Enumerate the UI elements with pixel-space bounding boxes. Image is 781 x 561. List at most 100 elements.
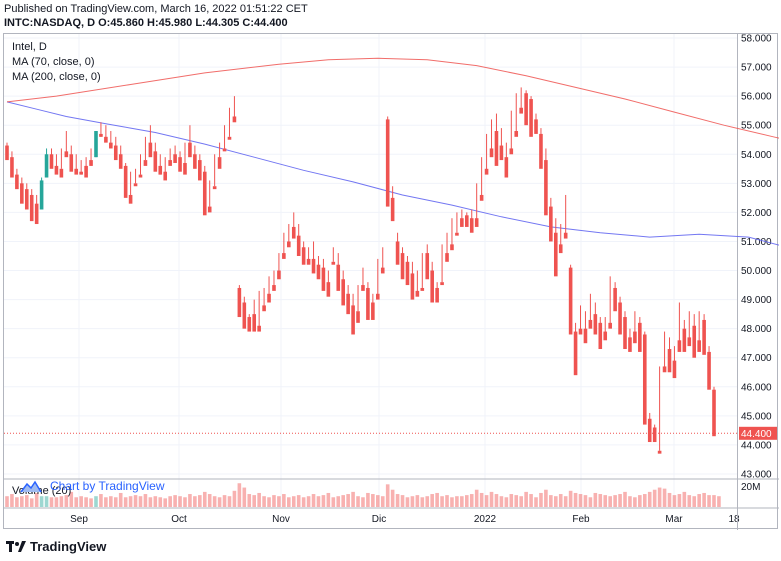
volume-bar (558, 494, 563, 507)
volume-bar (707, 495, 711, 507)
candle-body (440, 282, 444, 286)
candle-body (376, 293, 380, 300)
published-header: Published on TradingView.com, March 16, … (4, 3, 308, 15)
candle-body (380, 267, 385, 274)
candle-body (539, 133, 543, 169)
volume-bar (539, 492, 543, 507)
candle-body (34, 203, 39, 225)
volume-bar (652, 489, 657, 507)
candle-body (445, 253, 449, 262)
volume-bar (356, 496, 360, 507)
chart-frame[interactable]: 58.000 57.000 56.000 55.000 54.000 53.000 52.0… (3, 33, 779, 530)
volume-bar (15, 497, 19, 507)
volume-bar (316, 496, 321, 507)
candle-body (578, 328, 583, 335)
volume-bar (326, 492, 331, 507)
volume-bar (464, 495, 469, 507)
volume-bar (642, 494, 647, 507)
y-tick-label: 48.000 (741, 324, 772, 335)
candle-body (277, 270, 281, 280)
volume-bar (20, 496, 24, 507)
volume-bar (64, 495, 69, 507)
x-tick-label: Nov (272, 514, 290, 525)
volume-bar (247, 494, 252, 507)
candle-body (69, 154, 74, 172)
candle-body (519, 107, 523, 114)
candle-body (316, 264, 321, 280)
candle-body (549, 206, 553, 242)
volume-bar (400, 495, 405, 507)
x-tick-label: Mar (665, 514, 683, 525)
volume-bar (153, 496, 158, 507)
x-tick-label: 2022 (474, 514, 497, 525)
candle-body (99, 133, 103, 137)
candle-body (15, 174, 19, 190)
symbol-legend[interactable]: Intel, D (12, 41, 47, 53)
y-tick-label: 44.000 (741, 440, 772, 451)
candle-body (336, 264, 341, 291)
y-tick-label: 54.000 (741, 150, 772, 161)
candle-body (306, 258, 311, 265)
volume-bar (188, 494, 192, 507)
candle-body (326, 282, 331, 297)
candle-body (390, 197, 395, 222)
candle-body (222, 148, 227, 152)
volume-bar (573, 492, 578, 507)
volume-bar (202, 491, 207, 507)
candle-body (39, 180, 44, 210)
y-tick-label: 43.000 (741, 470, 772, 481)
candle-body (104, 136, 108, 143)
candle-body (24, 189, 29, 210)
tv-logo-icon (6, 540, 26, 552)
volume-bar (49, 497, 54, 507)
volume-bar (123, 497, 128, 507)
price-chart[interactable]: 58.000 57.000 56.000 55.000 54.000 53.000 52.0… (4, 34, 779, 530)
candle-body (544, 160, 548, 216)
volume-bar (5, 496, 9, 507)
candle-body (29, 194, 34, 222)
candle-body (504, 157, 509, 178)
ohlc-header: INTC:NASDAQ, D O:45.860 H:45.980 L:44.30… (4, 17, 288, 29)
candle-body (450, 244, 454, 251)
candle-body (677, 340, 682, 352)
x-tick-label: Sep (70, 514, 88, 525)
candle-body (133, 183, 138, 187)
y-tick-label: 57.000 (741, 63, 772, 74)
candle-body (687, 337, 692, 347)
volume-bar (193, 496, 197, 507)
candle-body (217, 157, 222, 169)
volume-bar (682, 491, 687, 507)
volume-bar (257, 492, 261, 507)
volume-bar (509, 494, 514, 507)
volume-bar (94, 496, 98, 507)
volume-bar (395, 494, 400, 507)
candle-body (321, 267, 326, 291)
ma200-legend[interactable]: MA (200, close, 0) (12, 71, 101, 83)
volume-bar (613, 495, 617, 507)
volume-bar (489, 491, 494, 507)
candle-body (291, 226, 296, 239)
volume-bar (346, 494, 350, 507)
candle-body (163, 171, 168, 181)
volume-bar (39, 496, 44, 507)
volume-bar (267, 497, 271, 507)
candle-body (415, 290, 420, 297)
candle-body (178, 157, 182, 172)
candle-body (341, 279, 345, 306)
candle-body (371, 302, 375, 320)
candle-body (672, 360, 677, 379)
candle-body (74, 168, 79, 175)
volume-bar (504, 497, 509, 507)
brand-footer[interactable]: TradingView (6, 539, 106, 554)
candle-body (618, 302, 622, 335)
volume-bar (445, 495, 449, 507)
ma70-legend[interactable]: MA (70, close, 0) (12, 56, 95, 68)
candle-body (484, 168, 489, 175)
candle-body (64, 151, 69, 158)
candle-body (667, 349, 672, 373)
y-tick-label: 45.000 (741, 411, 772, 422)
volume-bar (657, 487, 662, 507)
y-tick-label: 49.000 (741, 295, 772, 306)
watermark[interactable]: Chart by TradingView (20, 478, 165, 494)
candle-body (479, 194, 484, 201)
